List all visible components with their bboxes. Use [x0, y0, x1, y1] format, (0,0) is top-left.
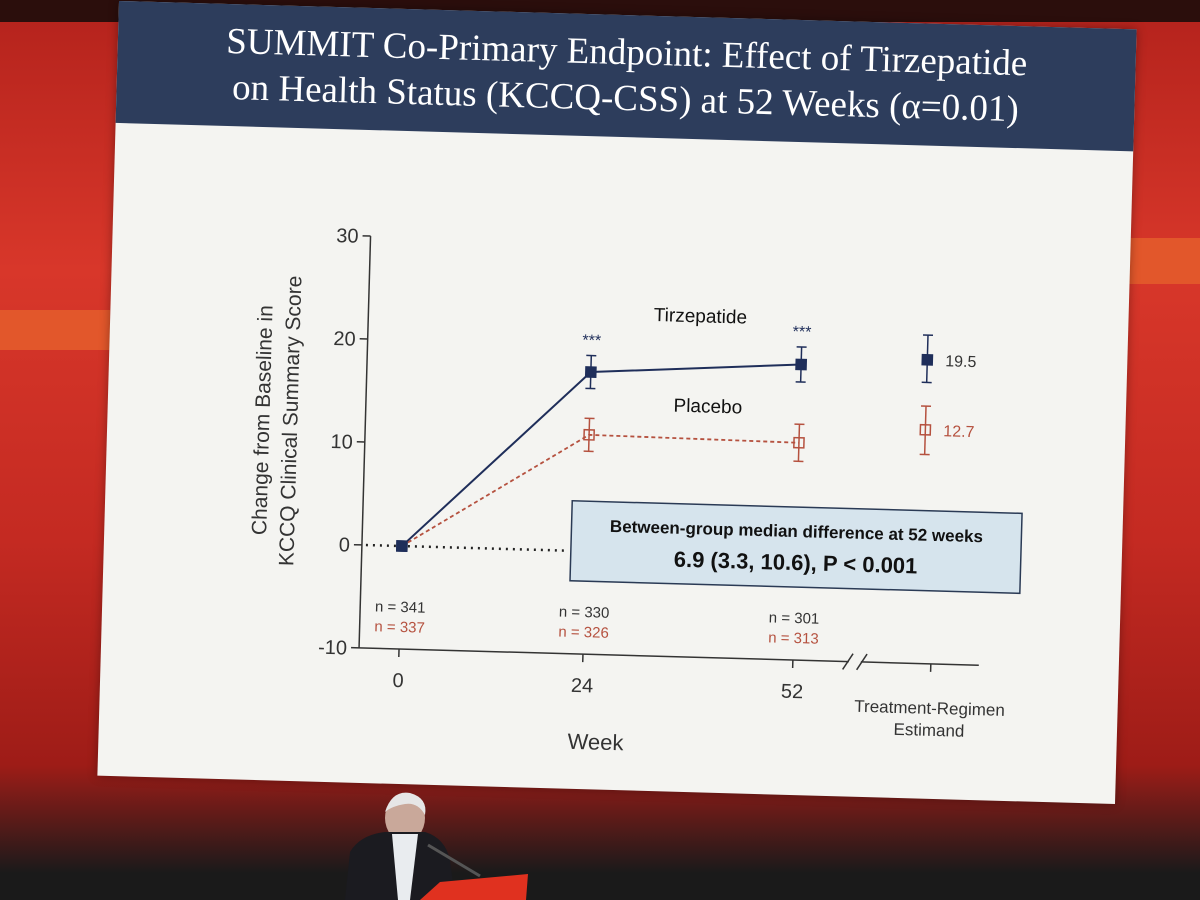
estimand-error-bar	[923, 406, 927, 455]
n-label-tirzepatide: n = 341	[375, 598, 426, 616]
estimand-value-label: 19.5	[945, 353, 977, 371]
estimand-point-placebo	[919, 423, 932, 436]
x-tick-label: 0	[392, 670, 404, 692]
data-point-placebo	[583, 428, 595, 441]
difference-annotation-box	[569, 500, 1023, 595]
axis-break-mark	[856, 653, 868, 671]
presentation-slide: SUMMIT Co-Primary Endpoint: Effect of Ti…	[97, 0, 1137, 805]
y-tick-label: 10	[330, 431, 353, 454]
axis-break-mark	[842, 653, 854, 670]
estimand-point-tirzepatide	[921, 353, 934, 366]
estimand-tick-label-line-1: Treatment-Regimen	[854, 697, 1005, 720]
chart-marks: 30 20 10 0 -10 0 24 52 n = 341 *** n = 330 *** n = 3…	[318, 225, 979, 704]
significance-marker: ***	[792, 324, 811, 342]
n-label-tirzepatide: n = 301	[769, 609, 820, 627]
data-point-placebo	[793, 436, 805, 449]
x-tick-label: 52	[781, 681, 804, 704]
x-tick-label: 24	[571, 675, 594, 698]
estimand-value-label: 12.7	[943, 423, 975, 441]
stage-stripe-left	[0, 310, 110, 350]
data-point-placebo	[395, 540, 408, 552]
y-tick-label: 20	[333, 328, 356, 351]
baseline-reference-line	[365, 543, 566, 552]
podium-block	[420, 874, 528, 900]
n-label-tirzepatide: n = 330	[559, 603, 610, 621]
data-point-tirzepatide	[584, 366, 597, 378]
error-bar	[797, 424, 801, 462]
series-label-placebo: Placebo	[673, 396, 742, 419]
x-axis-line-estimand	[860, 661, 979, 666]
speaker-hair	[385, 792, 426, 815]
n-label-placebo: n = 326	[558, 623, 609, 641]
x-axis-label: Week	[567, 729, 625, 756]
y-tick-label: -10	[318, 637, 348, 660]
y-tick-label: 30	[336, 225, 359, 248]
n-label-placebo: n = 313	[768, 629, 819, 647]
kccq-line-chart: Change from Baseline in KCCQ Clinical Su…	[248, 225, 1023, 756]
error-bar	[587, 418, 591, 452]
microphone-stand	[427, 843, 481, 878]
speaker-shirt	[392, 834, 418, 900]
series-label-tirzepatide: Tirzepatide	[654, 305, 748, 329]
y-tick-label: 0	[338, 534, 350, 556]
estimand-tick-label-line-2: Estimand	[893, 720, 964, 741]
x-axis-line	[359, 647, 849, 663]
data-point-tirzepatide	[795, 358, 808, 371]
significance-marker: ***	[582, 332, 601, 350]
n-label-placebo: n = 337	[374, 618, 425, 636]
